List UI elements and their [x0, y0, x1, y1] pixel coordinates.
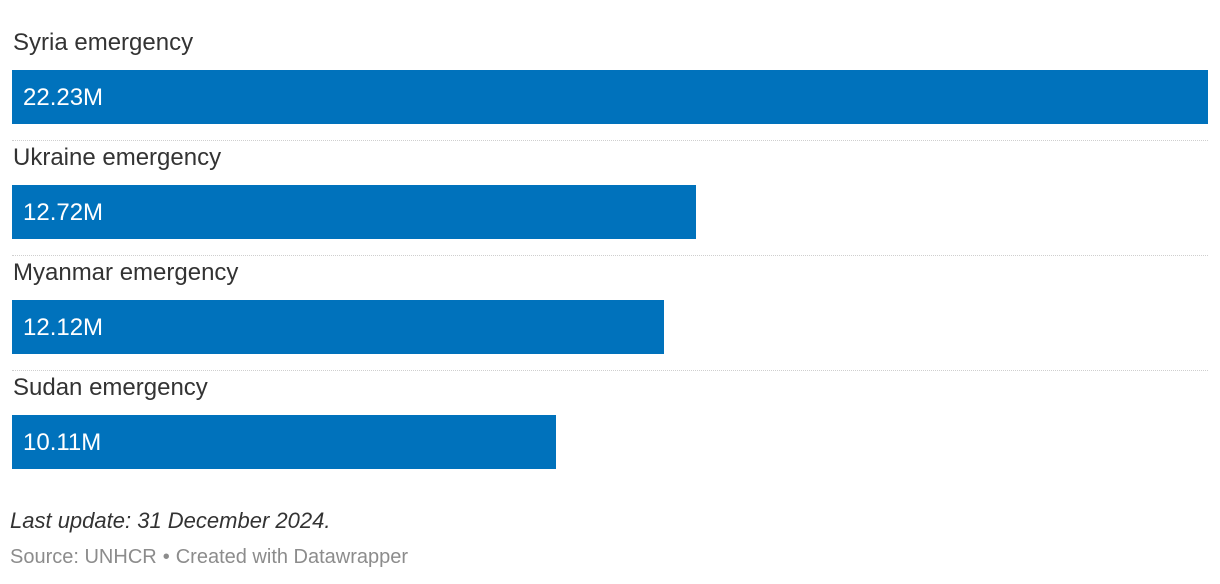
row-divider [12, 140, 1208, 141]
bar-value-label: 12.72M [23, 199, 104, 226]
row-divider [12, 255, 1208, 256]
category-label: Ukraine emergency [13, 144, 222, 171]
bar-value-label: 22.23M [23, 84, 104, 111]
datawrapper-credit-link[interactable]: Created with Datawrapper [175, 546, 409, 568]
chart-notes: Last update: 31 December 2024. [10, 508, 331, 533]
category-label: Syria emergency [13, 29, 194, 56]
chart-row: Sudan emergency 10.11M [12, 371, 1208, 486]
source-link[interactable]: Source: UNHCR [10, 546, 157, 568]
footer-separator: • [162, 546, 170, 568]
chart-row: Syria emergency 22.23M [12, 26, 1208, 141]
chart-row: Myanmar emergency 12.12M [12, 256, 1208, 371]
category-label: Sudan emergency [13, 374, 208, 401]
bar-value-label: 10.11M [23, 429, 102, 456]
bar-chart: Syria emergency 22.23M Ukraine emergency 12… [12, 26, 1208, 486]
row-divider [12, 370, 1208, 371]
bar [12, 300, 664, 354]
bar [12, 70, 1208, 124]
chart-footer: Source: UNHCR • Created with Datawrapper [10, 546, 408, 569]
category-label: Myanmar emergency [13, 259, 239, 286]
bar-value-label: 12.12M [23, 314, 104, 341]
chart-row: Ukraine emergency 12.72M [12, 141, 1208, 256]
bar [12, 185, 696, 239]
bar [12, 415, 556, 469]
